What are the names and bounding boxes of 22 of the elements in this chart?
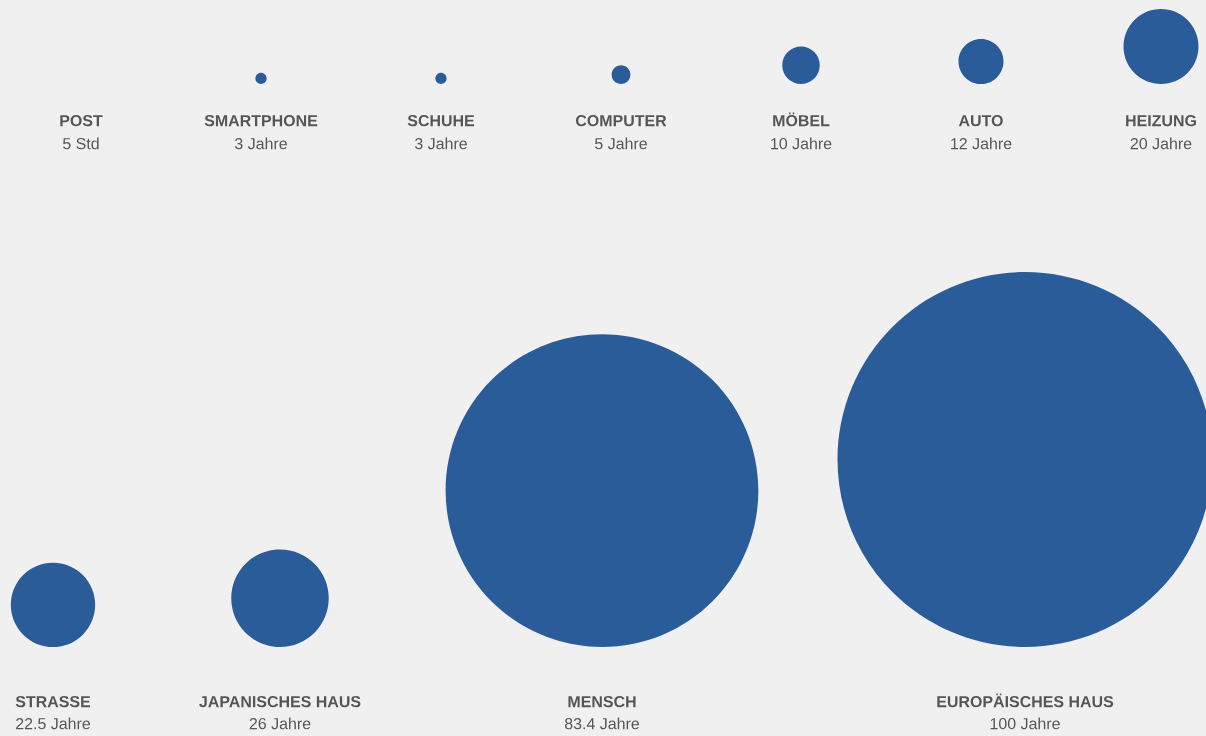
category-label: STRASSE xyxy=(15,695,91,708)
data-label: 26 Jahre xyxy=(249,717,311,730)
category-label: SCHUHE xyxy=(407,114,475,127)
data-label: 100 Jahre xyxy=(990,717,1060,730)
category-label: MÖBEL xyxy=(773,112,830,127)
data-label: 22.5 Jahre xyxy=(16,717,91,730)
data-label: 10 Jahre xyxy=(771,137,832,150)
category-label: JAPANISCHES HAUS xyxy=(199,695,361,708)
category-label: EUROPÄISCHES HAUS xyxy=(937,693,1114,708)
category-label: COMPUTER xyxy=(575,114,667,127)
category-label: AUTO xyxy=(958,114,1003,127)
category-label: SMARTPHONE xyxy=(204,114,318,127)
category-label: MENSCH xyxy=(568,695,636,708)
data-label: 83.4 Jahre xyxy=(564,717,640,730)
category-label: POST xyxy=(60,114,103,127)
data-label: 3 Jahre xyxy=(414,137,467,150)
data-label: 5 Jahre xyxy=(595,137,647,150)
data-label: 12 Jahre xyxy=(951,137,1012,150)
data-label: 20 Jahre xyxy=(1130,137,1192,150)
data-label: 3 Jahre xyxy=(234,137,287,150)
category-label: HEIZUNG xyxy=(1126,114,1196,127)
data-label: 5 Std xyxy=(62,137,99,150)
